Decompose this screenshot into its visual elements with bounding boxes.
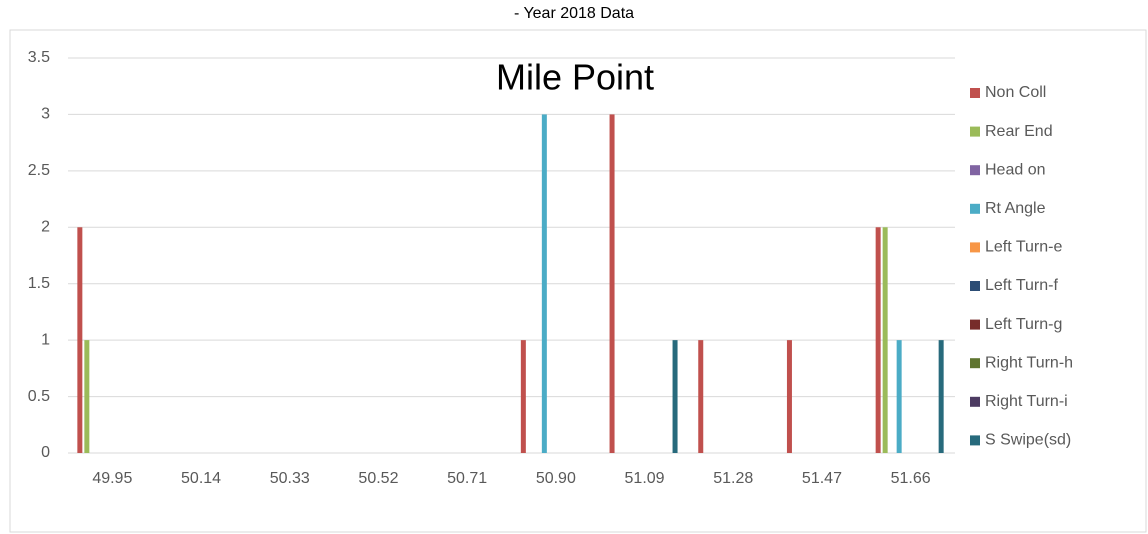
- x-tick-label: 51.28: [713, 470, 753, 487]
- bar: [896, 340, 902, 453]
- bar: [520, 340, 526, 453]
- legend-swatch: [970, 242, 980, 253]
- x-tick-label: 50.52: [358, 470, 398, 487]
- chart-subtitle: Mile Point: [496, 57, 654, 98]
- bar: [609, 114, 615, 453]
- legend-label: Left Turn-g: [985, 316, 1062, 333]
- legend-swatch: [970, 88, 980, 98]
- y-tick-label: 1: [41, 331, 50, 348]
- legend-swatch: [970, 358, 980, 369]
- legend-label: Left Turn-f: [985, 277, 1058, 294]
- y-tick-label: 2.5: [28, 162, 50, 179]
- x-tick-label: 50.14: [181, 470, 221, 487]
- y-tick-label: 0: [41, 444, 50, 461]
- legend-swatch: [970, 203, 980, 214]
- x-tick-label: 51.66: [891, 470, 931, 487]
- legend-swatch: [970, 165, 980, 176]
- bar: [698, 340, 704, 453]
- y-tick-label: 1.5: [28, 275, 50, 292]
- x-tick-label: 51.47: [802, 470, 842, 487]
- legend-swatch: [970, 319, 980, 330]
- chart-title: - Year 2018 Data: [514, 5, 634, 22]
- y-tick-label: 0.5: [28, 388, 50, 405]
- chart-frame: [9, 29, 1147, 533]
- legend-label: Right Turn-h: [985, 354, 1073, 371]
- legend-swatch: [970, 281, 980, 291]
- legend-label: Rear End: [985, 123, 1053, 140]
- x-tick-label: 50.33: [270, 470, 310, 487]
- bar: [875, 227, 881, 453]
- legend-label: Head on: [985, 161, 1046, 178]
- bar: [786, 340, 792, 453]
- y-tick-label: 3: [41, 106, 50, 123]
- legend-swatch: [970, 435, 980, 446]
- x-tick-label: 49.95: [92, 470, 132, 487]
- legend-label: S Swipe(sd): [985, 432, 1071, 449]
- legend-swatch: [970, 126, 980, 137]
- legend-label: Non Coll: [985, 84, 1046, 101]
- bar: [938, 340, 944, 453]
- y-tick-label: 2: [41, 219, 50, 236]
- bar: [84, 340, 90, 453]
- legend-label: Right Turn-i: [985, 393, 1068, 410]
- bar: [672, 340, 678, 453]
- bar: [541, 114, 547, 453]
- legend-label: Left Turn-e: [985, 239, 1062, 256]
- x-tick-label: 50.90: [536, 470, 576, 487]
- bar: [882, 227, 888, 453]
- y-tick-label: 3.5: [28, 49, 50, 66]
- legend-swatch: [970, 396, 980, 407]
- legend-label: Rt Angle: [985, 200, 1046, 217]
- x-tick-label: 51.09: [625, 470, 665, 487]
- bar: [77, 227, 83, 453]
- x-tick-label: 50.71: [447, 470, 487, 487]
